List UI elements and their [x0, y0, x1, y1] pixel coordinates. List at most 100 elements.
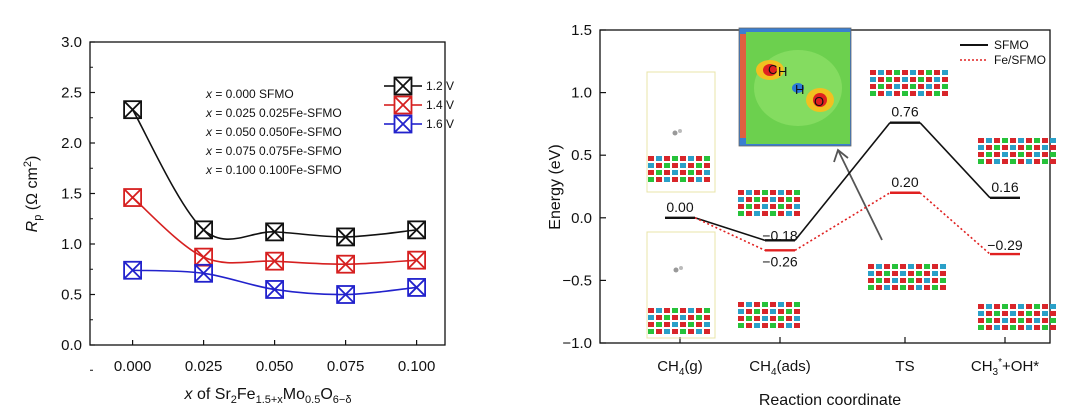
molecule-icon	[673, 266, 683, 273]
data-point	[265, 280, 285, 299]
energy-x-ticks: CH4(g) CH4(ads) TS CH3*+OH*	[657, 337, 1039, 378]
data-point	[407, 278, 427, 297]
inset-atom-label: H	[778, 64, 787, 79]
x-tick-label: TS	[895, 358, 914, 375]
rp-x-axis-label: x of Sr2Fe1.5+xMo0.5O6−δ	[184, 386, 352, 406]
x-tick-label: CH4(g)	[657, 358, 703, 378]
molecule-icon	[672, 129, 682, 136]
y-tick-label: −0.5	[562, 272, 592, 289]
legend-label: 1.6 V	[426, 117, 454, 131]
data-point	[123, 100, 142, 120]
energy-label: −0.26	[762, 253, 798, 269]
energy-connector	[694, 217, 766, 242]
data-point	[123, 260, 142, 280]
inset-atom-label: H	[795, 82, 804, 97]
y-tick-label: 0.0	[571, 210, 592, 227]
y-tick-label: 1.5	[61, 186, 82, 203]
slab-icon	[870, 70, 948, 96]
rp-x-ticks: 0.000 0.025 0.050 0.075 0.100	[114, 340, 436, 375]
series-line	[132, 269, 417, 296]
y-tick-label: 2.5	[61, 85, 82, 102]
slab-icon	[868, 264, 946, 290]
x-tick-label: CH3*+OH*	[971, 357, 1039, 378]
energy-label: 0.76	[891, 104, 918, 120]
legend-marker	[393, 76, 413, 96]
energy-connector	[919, 122, 991, 199]
rp-y-axis-label: Rp (Ω cm2)	[22, 156, 44, 233]
inset-atom-label: C	[768, 62, 777, 77]
legend-label-fe-sfmo: Fe/SFMO	[994, 53, 1046, 67]
energy-y-axis-label: Energy (eV)	[547, 144, 564, 229]
y-tick-label: 0.5	[61, 287, 82, 304]
data-point	[194, 247, 214, 267]
data-point	[336, 285, 356, 304]
slab-icon	[738, 190, 800, 216]
y-tick-label: 0.0	[61, 337, 82, 354]
y-tick-label: 1.5	[571, 22, 592, 39]
energy-y-ticks: −1.0 −0.5 0.0 0.5 1.0 1.5	[562, 22, 606, 352]
x-tick-label: 0.075	[327, 358, 365, 375]
rp-annotation: x = 0.100 0.100Fe-SFMO	[205, 163, 342, 177]
structure-frame	[646, 71, 716, 193]
x-tick-label: 0.050	[256, 358, 294, 375]
rp-annotation: x = 0.000 SFMO	[205, 87, 294, 101]
rp-annotation: x = 0.025 0.025Fe-SFMO	[205, 106, 342, 120]
charge-density-inset: C H H O	[738, 27, 852, 147]
legend-label: 1.4 V	[426, 98, 454, 112]
data-point	[265, 222, 285, 242]
energy-label: 0.16	[991, 179, 1018, 195]
energy-connector	[919, 192, 991, 255]
energy-connector	[794, 192, 891, 252]
y-tick-label: 0.5	[571, 147, 592, 164]
slab-icon	[648, 156, 710, 182]
legend-marker	[393, 114, 413, 134]
x-tick-label: 0.000	[114, 358, 152, 375]
slab-icon	[648, 308, 710, 334]
x-tick-label: 0.025	[185, 358, 223, 375]
data-point	[265, 251, 285, 271]
legend-label: 1.2 V	[426, 79, 454, 93]
data-point	[407, 250, 427, 270]
rp-legend: 1.2 V 1.4 V 1.6 V	[384, 76, 454, 134]
data-point	[336, 227, 356, 247]
energy-connector	[794, 122, 891, 241]
y-tick-label: 1.0	[571, 85, 592, 102]
structure-frame	[646, 231, 716, 339]
energy-label: −0.18	[762, 227, 798, 243]
rp-composition-annotations: x = 0.000 SFMO x = 0.025 0.025Fe-SFMO x …	[205, 87, 342, 177]
y-tick-label: 3.0	[61, 34, 82, 51]
y-tick-label: −1.0	[562, 335, 592, 352]
data-point	[194, 220, 214, 240]
data-point	[407, 220, 427, 240]
rp-series	[123, 100, 427, 304]
legend-marker	[393, 95, 413, 115]
rp-chart: 0.00.51.01.52.02.53.0 0.000 0.025 0.050 0.0…	[22, 34, 454, 406]
slab-icon	[978, 138, 1056, 164]
y-tick-label: 2.0	[61, 135, 82, 152]
energy-connector	[694, 217, 766, 252]
structure-illustrations	[646, 70, 1056, 339]
x-tick-label: 0.100	[398, 358, 436, 375]
x-tick-label: CH4(ads)	[749, 358, 810, 378]
series-line	[131, 109, 417, 240]
data-point	[336, 254, 356, 274]
data-point	[194, 263, 214, 283]
data-point	[123, 188, 142, 207]
energy-x-axis-label: Reaction coordinate	[759, 392, 901, 409]
rp-annotation: x = 0.075 0.075Fe-SFMO	[205, 144, 342, 158]
inset-atom-label: O	[814, 94, 824, 109]
rp-annotation: x = 0.050 0.050Fe-SFMO	[205, 125, 342, 139]
energy-chart: −1.0 −0.5 0.0 0.5 1.0 1.5 CH4(g) CH4(ads) TS CH3…	[547, 22, 1056, 409]
energy-series: 0.00 −0.18 0.76 0.16 −0.26 0.20 −0.29	[665, 104, 1023, 269]
slab-icon	[738, 302, 800, 328]
energy-legend: SFMO Fe/SFMO	[960, 38, 1046, 67]
legend-label-sfmo: SFMO	[994, 38, 1029, 52]
energy-label: 0.20	[891, 174, 918, 190]
energy-label: −0.29	[987, 237, 1023, 253]
y-tick-label: 1.0	[61, 236, 82, 253]
energy-label: 0.00	[666, 199, 693, 215]
rp-y-ticks: 0.0 0.5 1.0 1.5 2.0 2.5 3.0	[61, 34, 95, 371]
pointer-arrows	[833, 148, 883, 241]
